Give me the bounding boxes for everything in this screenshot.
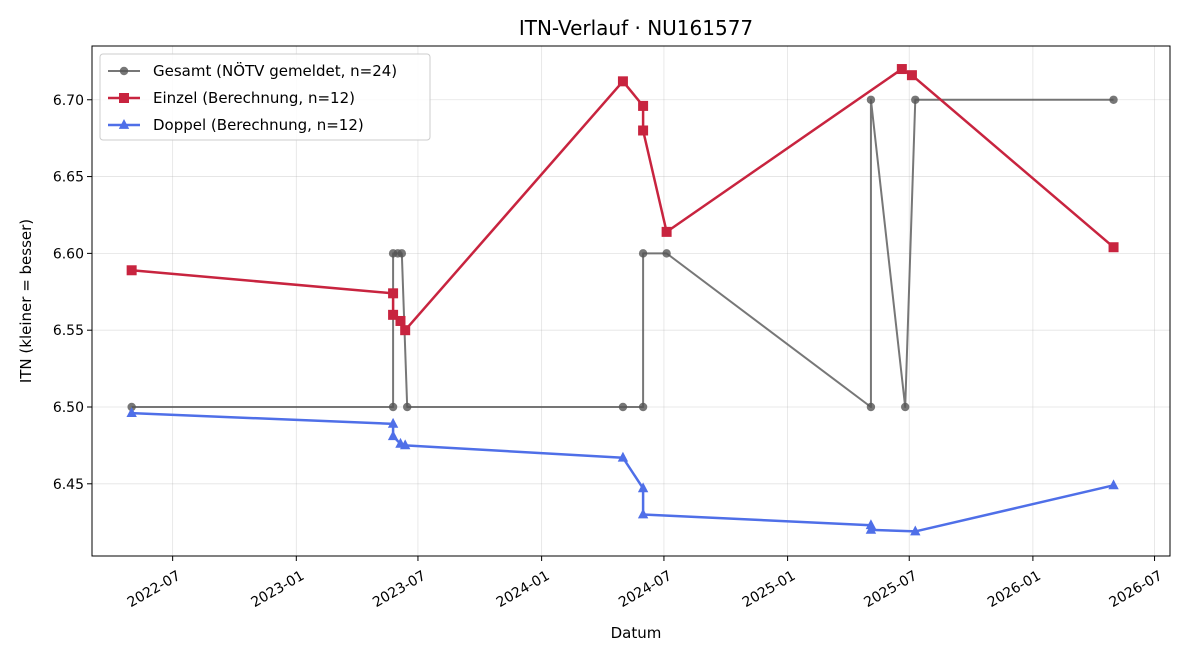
data-point — [637, 508, 649, 519]
data-point — [387, 430, 399, 441]
x-axis-label: Datum — [611, 624, 662, 642]
x-tick-label: 2025-01 — [740, 568, 799, 611]
y-tick-label: 6.45 — [53, 477, 84, 493]
data-point — [388, 309, 399, 320]
series-2 — [126, 64, 1119, 336]
data-point — [911, 95, 920, 104]
data-point — [127, 402, 136, 412]
data-point — [896, 64, 907, 75]
y-axis-label: ITN (kleiner = besser) — [17, 219, 35, 383]
x-axis: 2022-07 2023-01 2023-07 2024-01 2024-07 2025-… — [125, 556, 1166, 611]
x-tick-label: 2022-07 — [125, 568, 184, 611]
data-point — [910, 525, 921, 536]
legend-box — [99, 53, 431, 141]
x-tick-label: 2024-01 — [494, 568, 553, 611]
data-point — [906, 70, 917, 81]
data-point — [1108, 479, 1119, 490]
series-layer — [126, 64, 1119, 536]
data-point — [638, 100, 649, 111]
plot-frame — [91, 45, 1171, 557]
x-tick-label: 2024-07 — [616, 568, 675, 611]
legend-label: Einzel (Berechnung, n=12) — [153, 89, 355, 107]
data-point — [661, 226, 672, 237]
data-point — [126, 265, 137, 276]
data-point — [638, 125, 649, 136]
data-point — [617, 451, 629, 462]
y-tick-label: 6.70 — [53, 93, 84, 109]
data-point — [1109, 95, 1118, 104]
data-point — [403, 402, 412, 412]
data-point — [617, 76, 628, 87]
x-tick-label: 2023-07 — [370, 568, 429, 611]
data-point — [395, 315, 406, 326]
legend-marker — [118, 119, 130, 129]
legend-marker — [119, 66, 129, 76]
data-point — [638, 249, 648, 258]
legend: Gesamt (NÖTV gemeldet, n=24) Einzel (Bere… — [99, 53, 431, 141]
data-point — [638, 402, 648, 412]
data-point — [618, 402, 628, 412]
x-tick-label: 2026-07 — [1107, 568, 1166, 611]
series-line — [131, 411, 1114, 533]
data-point — [866, 402, 876, 412]
data-point — [662, 249, 671, 258]
data-point — [901, 402, 910, 412]
chart-title: ITN-Verlauf · NU161577 — [519, 16, 753, 40]
data-point — [388, 402, 398, 412]
y-tick-label: 6.55 — [53, 323, 84, 339]
data-point — [637, 482, 649, 493]
x-tick-label: 2026-01 — [985, 568, 1044, 611]
legend-label: Gesamt (NÖTV gemeldet, n=24) — [153, 61, 397, 80]
data-point — [126, 407, 137, 418]
data-point — [866, 95, 876, 104]
y-axis: 6.45 6.50 6.55 6.60 6.65 6.70 — [53, 93, 92, 493]
y-tick-label: 6.50 — [53, 400, 84, 416]
data-point — [388, 288, 399, 299]
y-tick-label: 6.60 — [53, 246, 84, 262]
legend-marker — [119, 93, 129, 103]
y-tick-label: 6.65 — [53, 170, 84, 186]
data-point — [400, 325, 411, 336]
series-1 — [127, 95, 1118, 412]
x-tick-label: 2023-01 — [248, 568, 307, 611]
x-tick-label: 2025-07 — [861, 568, 920, 611]
series-3 — [126, 407, 1119, 536]
data-point — [399, 439, 411, 450]
legend-label: Doppel (Berechnung, n=12) — [153, 116, 364, 134]
data-point — [865, 523, 877, 534]
data-point — [397, 249, 407, 258]
data-point — [1108, 242, 1119, 253]
data-point — [387, 417, 399, 428]
